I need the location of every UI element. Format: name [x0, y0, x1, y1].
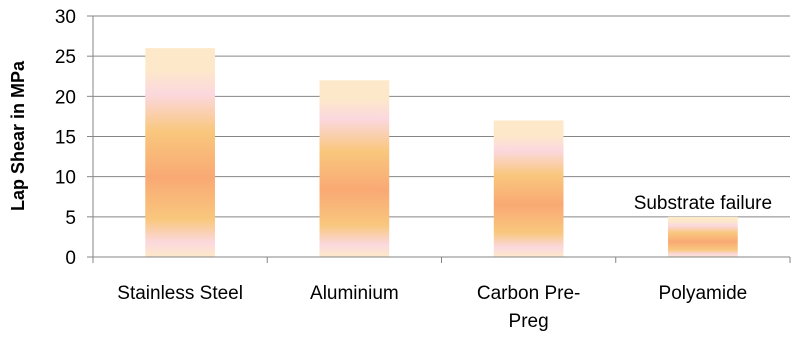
y-tick-label: 25 — [55, 47, 76, 68]
y-tick-label: 15 — [55, 128, 76, 149]
annotation-label: Substrate failure — [634, 193, 772, 214]
axes — [87, 15, 791, 263]
bar — [319, 80, 390, 258]
bar — [493, 120, 564, 257]
y-tick-label: 10 — [55, 168, 76, 189]
x-tick-label: Polyamide — [659, 283, 748, 304]
y-tick-label: 0 — [65, 248, 76, 269]
bar — [145, 48, 215, 258]
bars — [145, 48, 738, 258]
labels: 0 5 10 15 20 25 30 Stainless Steel Aluminium Carb… — [55, 7, 772, 332]
y-tick-label: 30 — [55, 7, 76, 28]
y-tick-label: 5 — [65, 208, 76, 229]
x-tick-label: Aluminium — [310, 283, 399, 304]
bar — [668, 216, 738, 257]
x-tick-label: Stainless Steel — [117, 283, 243, 304]
y-axis-title: Lap Shear in MPa — [8, 60, 28, 211]
x-tick-label: Carbon Pre- — [477, 283, 581, 304]
x-tick-label: Preg — [509, 311, 549, 332]
y-tick-label: 20 — [55, 87, 76, 108]
